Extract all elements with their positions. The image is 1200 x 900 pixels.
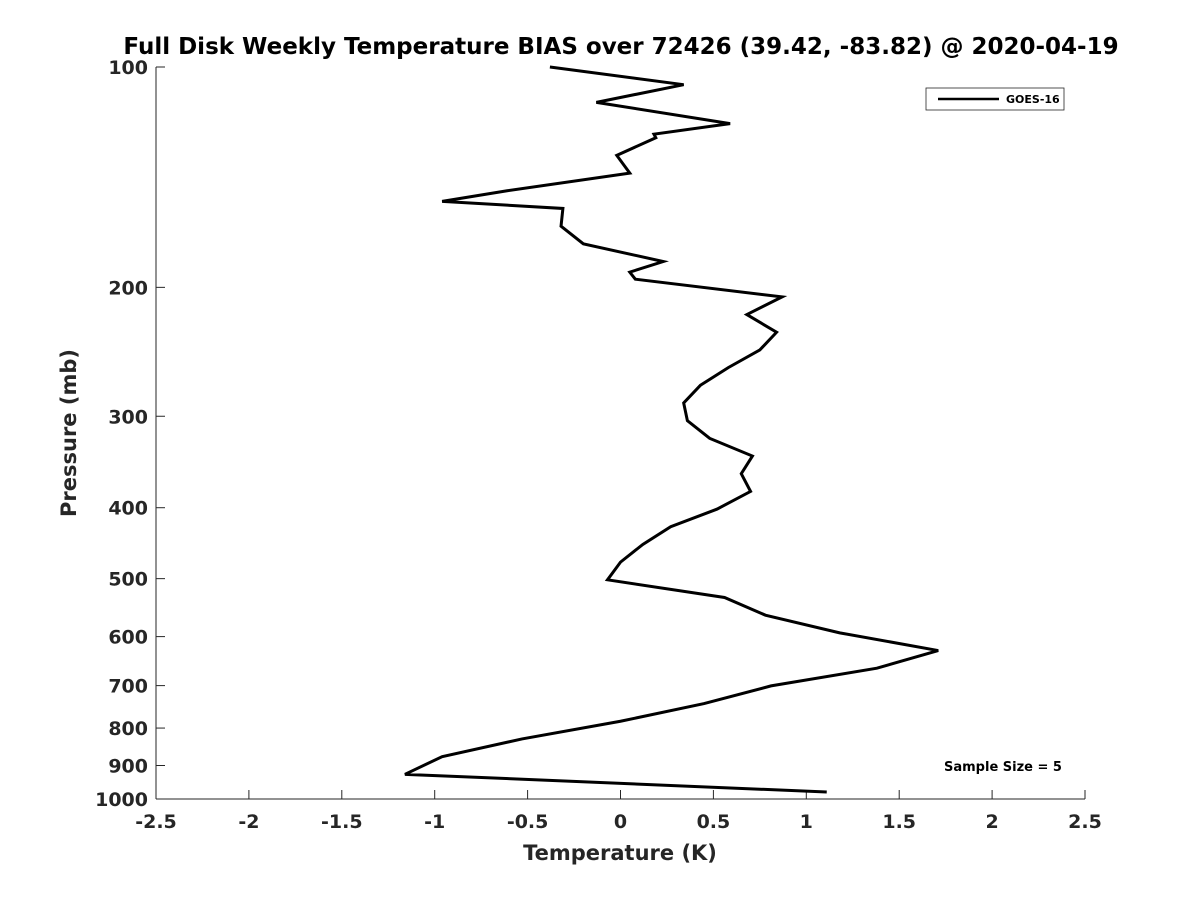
chart-title: Full Disk Weekly Temperature BIAS over 7… bbox=[123, 34, 1118, 60]
y-tick-label: 200 bbox=[108, 277, 148, 299]
x-tick-label: -2 bbox=[238, 811, 259, 833]
y-tick-label: 800 bbox=[108, 718, 148, 740]
x-tick-label: -1.5 bbox=[321, 811, 363, 833]
y-tick-label: 100 bbox=[108, 57, 148, 79]
legend-label-goes-16: GOES-16 bbox=[1006, 93, 1060, 106]
series-lines bbox=[404, 65, 939, 794]
series-line-goes-16 bbox=[404, 65, 939, 794]
x-tick-label: 1 bbox=[800, 811, 813, 833]
y-tick-label: 600 bbox=[108, 627, 148, 649]
y-axis-ticks: 100 200 300 400 500 600 700 800 900 1000 bbox=[95, 57, 165, 811]
y-tick-label: 300 bbox=[108, 406, 148, 428]
x-tick-label: -0.5 bbox=[507, 811, 549, 833]
sample-size-annotation: Sample Size = 5 bbox=[944, 760, 1062, 775]
y-axis-label: Pressure (mb) bbox=[57, 349, 81, 517]
y-tick-label: 900 bbox=[108, 756, 148, 778]
x-tick-label: -1 bbox=[424, 811, 445, 833]
x-tick-label: 2 bbox=[985, 811, 998, 833]
x-axis-ticks: -2.5 -2 -1.5 -1 -0.5 0 0.5 1 1.5 2 2.5 bbox=[135, 790, 1102, 833]
legend: GOES-16 bbox=[925, 87, 1065, 111]
x-tick-label: -2.5 bbox=[135, 811, 177, 833]
x-axis-label: Temperature (K) bbox=[523, 841, 717, 865]
y-tick-label: 500 bbox=[108, 569, 148, 591]
y-tick-label: 700 bbox=[108, 676, 148, 698]
x-tick-label: 2.5 bbox=[1068, 811, 1102, 833]
y-tick-label: 400 bbox=[108, 498, 148, 520]
x-tick-label: 0.5 bbox=[697, 811, 731, 833]
y-tick-label: 1000 bbox=[95, 789, 148, 811]
x-tick-label: 1.5 bbox=[882, 811, 916, 833]
x-tick-label: 0 bbox=[614, 811, 627, 833]
